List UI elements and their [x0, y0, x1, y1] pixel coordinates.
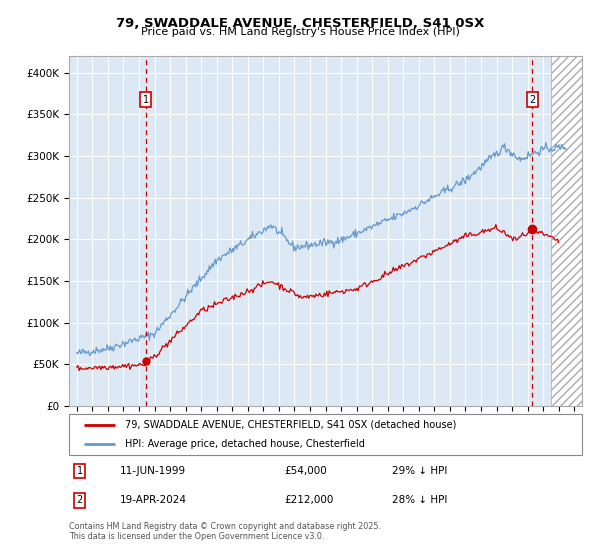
- Text: 29% ↓ HPI: 29% ↓ HPI: [392, 466, 448, 476]
- Text: Contains HM Land Registry data © Crown copyright and database right 2025.
This d: Contains HM Land Registry data © Crown c…: [69, 522, 381, 542]
- Text: 1: 1: [143, 95, 149, 105]
- Text: 2: 2: [77, 496, 83, 505]
- Text: Price paid vs. HM Land Registry's House Price Index (HPI): Price paid vs. HM Land Registry's House …: [140, 27, 460, 37]
- Text: 11-JUN-1999: 11-JUN-1999: [121, 466, 187, 476]
- Text: 19-APR-2024: 19-APR-2024: [121, 496, 187, 505]
- Text: 1: 1: [77, 466, 83, 476]
- FancyBboxPatch shape: [69, 414, 582, 455]
- Text: £212,000: £212,000: [284, 496, 334, 505]
- Text: £54,000: £54,000: [284, 466, 327, 476]
- Text: 79, SWADDALE AVENUE, CHESTERFIELD, S41 0SX: 79, SWADDALE AVENUE, CHESTERFIELD, S41 0…: [116, 17, 484, 30]
- Bar: [551, 56, 590, 406]
- Text: 79, SWADDALE AVENUE, CHESTERFIELD, S41 0SX (detached house): 79, SWADDALE AVENUE, CHESTERFIELD, S41 0…: [125, 420, 457, 430]
- Text: HPI: Average price, detached house, Chesterfield: HPI: Average price, detached house, Ches…: [125, 438, 365, 449]
- Text: 2: 2: [529, 95, 535, 105]
- Text: 28% ↓ HPI: 28% ↓ HPI: [392, 496, 448, 505]
